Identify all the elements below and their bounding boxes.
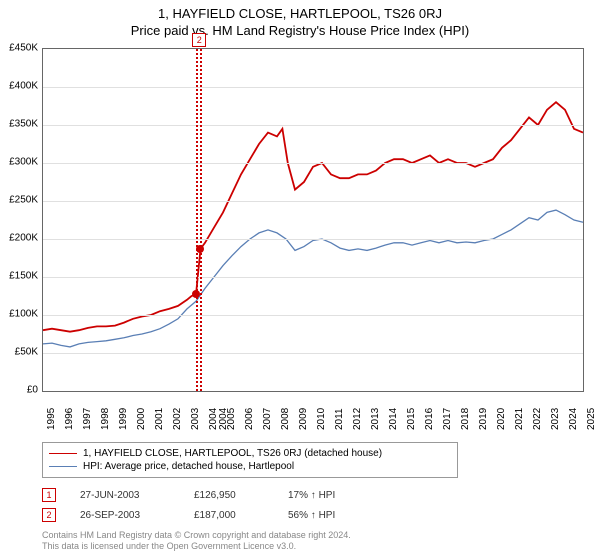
x-tick-label: 1999 [118, 408, 124, 430]
series-subject [43, 102, 583, 332]
x-axis-labels: 1995 1996 1997 1998 1999 2000 2001 2002 2003 2004… [42, 390, 582, 436]
x-tick-label: 2009 [298, 408, 304, 430]
x-tick-label: 2017 [442, 408, 448, 430]
y-tick-label: £400K [0, 81, 38, 92]
x-tick-label: 2004 [218, 408, 224, 430]
sale-price: £126,950 [194, 490, 264, 501]
x-tick-label: 2021 [514, 408, 520, 430]
legend-item: HPI: Average price, detached house, Hart… [49, 460, 451, 473]
x-tick-label: 2013 [370, 408, 376, 430]
footer-line: This data is licensed under the Open Gov… [42, 541, 296, 551]
series-svg [43, 49, 583, 391]
x-tick-label: 2015 [406, 408, 412, 430]
sale-rule [200, 49, 202, 391]
y-tick-label: £450K [0, 43, 38, 54]
x-tick-label: 2016 [424, 408, 430, 430]
x-tick-label: 1998 [100, 408, 106, 430]
legend-box: 1, HAYFIELD CLOSE, HARTLEPOOL, TS26 0RJ … [42, 442, 458, 478]
y-tick-label: £0 [0, 385, 38, 396]
x-tick-label: 2008 [280, 408, 286, 430]
x-tick-label: 2020 [496, 408, 502, 430]
sale-date: 27-JUN-2003 [80, 490, 170, 501]
legend-label: 1, HAYFIELD CLOSE, HARTLEPOOL, TS26 0RJ … [83, 448, 382, 459]
plot-area [42, 48, 584, 392]
top-sale-marker: 2 [192, 33, 206, 47]
x-tick-label: 2002 [172, 408, 178, 430]
x-tick-label: 2005 [226, 408, 232, 430]
footer-licence: Contains HM Land Registry data © Crown c… [42, 530, 582, 553]
sale-price: £187,000 [194, 510, 264, 521]
x-tick-label: 2014 [388, 408, 394, 430]
x-tick-label: 2023 [550, 408, 556, 430]
x-tick-label: 2003 [190, 408, 196, 430]
y-tick-label: £250K [0, 195, 38, 206]
y-tick-label: £150K [0, 271, 38, 282]
series-hpi [43, 210, 583, 347]
x-tick-label: 2018 [460, 408, 466, 430]
sale-marker-icon: 2 [42, 508, 56, 522]
sale-marker-icon: 1 [42, 488, 56, 502]
x-tick-label: 2001 [154, 408, 160, 430]
x-tick-label: 2010 [316, 408, 322, 430]
chart-container: 1, HAYFIELD CLOSE, HARTLEPOOL, TS26 0RJ … [0, 0, 600, 560]
title-address: 1, HAYFIELD CLOSE, HARTLEPOOL, TS26 0RJ [0, 0, 600, 21]
x-tick-label: 2025 [586, 408, 592, 430]
x-tick-label: 2004 [208, 408, 214, 430]
y-tick-label: £100K [0, 309, 38, 320]
x-tick-label: 2006 [244, 408, 250, 430]
title-subtitle: Price paid vs. HM Land Registry's House … [0, 21, 600, 42]
x-tick-label: 2007 [262, 408, 268, 430]
legend-swatch [49, 453, 77, 454]
sale-dot [196, 245, 204, 253]
legend-label: HPI: Average price, detached house, Hart… [83, 461, 294, 472]
x-tick-label: 1995 [46, 408, 52, 430]
sale-row: 1 27-JUN-2003 £126,950 17% ↑ HPI [42, 488, 582, 502]
legend-swatch [49, 466, 77, 467]
sale-hpi-pct: 56% ↑ HPI [288, 510, 378, 521]
x-tick-label: 2000 [136, 408, 142, 430]
x-tick-label: 1996 [64, 408, 70, 430]
x-tick-label: 2022 [532, 408, 538, 430]
x-tick-label: 2019 [478, 408, 484, 430]
sale-rule [196, 49, 198, 391]
y-tick-label: £50K [0, 347, 38, 358]
y-tick-label: £300K [0, 157, 38, 168]
sale-row: 2 26-SEP-2003 £187,000 56% ↑ HPI [42, 508, 582, 522]
footer-line: Contains HM Land Registry data © Crown c… [42, 530, 351, 540]
x-tick-label: 2011 [334, 408, 340, 430]
sale-dot [192, 290, 200, 298]
x-tick-label: 2012 [352, 408, 358, 430]
x-tick-label: 2024 [568, 408, 574, 430]
y-tick-label: £350K [0, 119, 38, 130]
sale-date: 26-SEP-2003 [80, 510, 170, 521]
y-tick-label: £200K [0, 233, 38, 244]
sale-hpi-pct: 17% ↑ HPI [288, 490, 378, 501]
x-tick-label: 1997 [82, 408, 88, 430]
legend-item: 1, HAYFIELD CLOSE, HARTLEPOOL, TS26 0RJ … [49, 447, 451, 460]
